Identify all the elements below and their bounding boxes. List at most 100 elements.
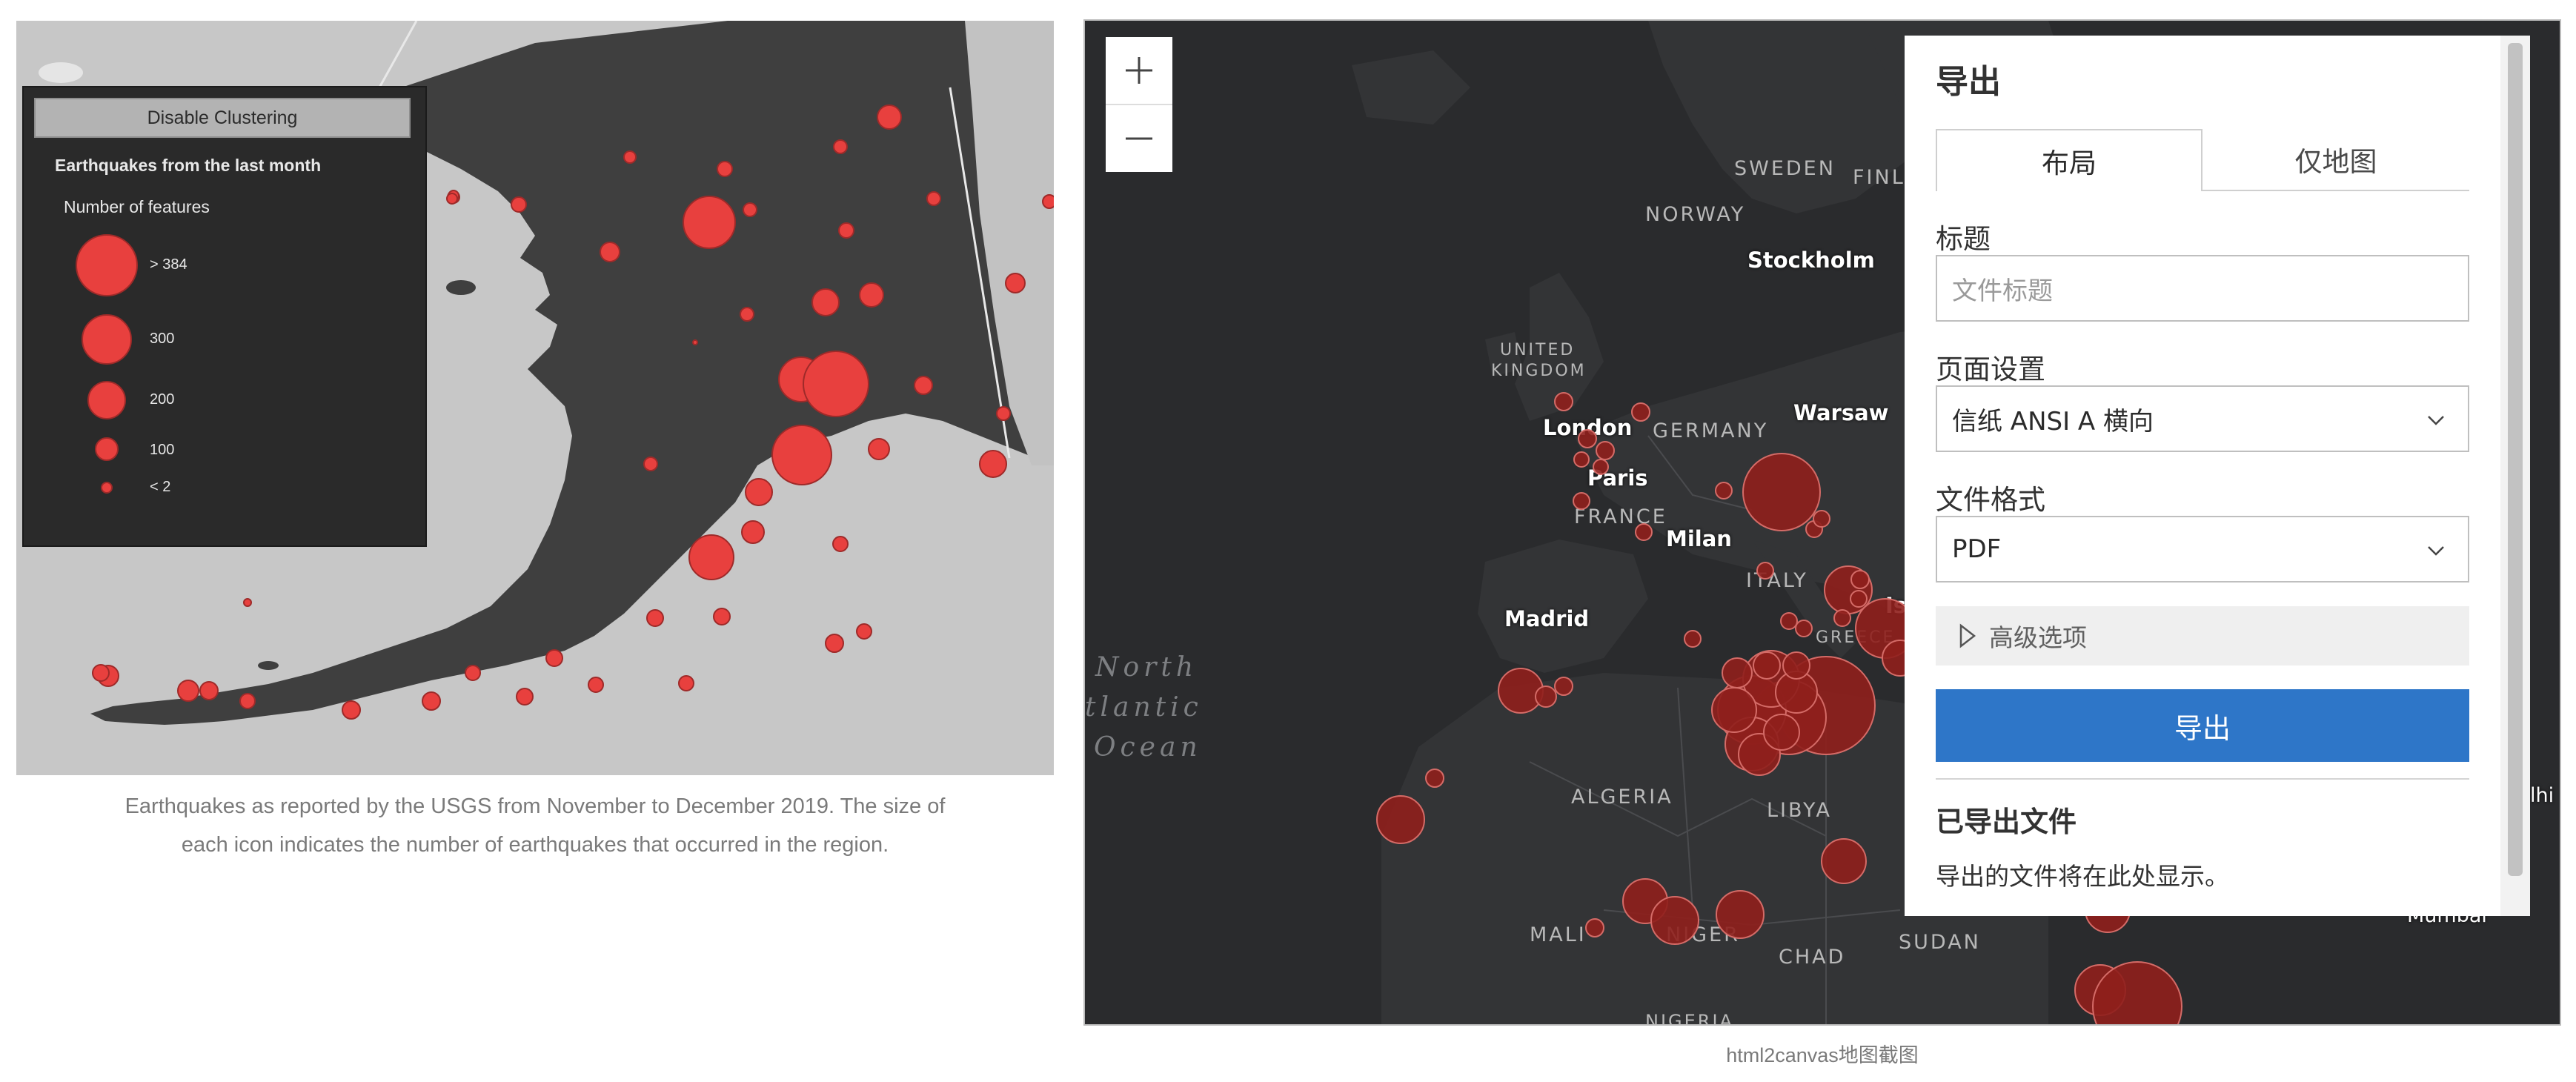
tab-map-only[interactable]: 仅地图 (2202, 129, 2469, 191)
earthquake-marker[interactable] (713, 608, 731, 625)
legend-label: > 384 (150, 256, 187, 273)
scrollbar-thumb[interactable] (2508, 43, 2523, 876)
country-label: FINL (1853, 166, 1905, 189)
earthquake-marker[interactable] (688, 534, 734, 580)
earthquake-marker[interactable] (743, 202, 757, 217)
legend-subtitle: Number of features (64, 197, 210, 216)
earthquake-marker[interactable] (516, 688, 534, 706)
earthquake-marker[interactable] (740, 307, 754, 322)
zoom-in-button[interactable] (1106, 37, 1172, 105)
country-label: GREECE (1816, 628, 1896, 647)
advanced-options-toggle[interactable]: 高级选项 (1936, 606, 2469, 666)
earthquake-marker[interactable] (422, 691, 441, 711)
city-label: lhi (2530, 784, 2555, 807)
chevron-down-icon (2428, 546, 2444, 556)
tab-layout[interactable]: 布局 (1936, 129, 2202, 191)
export-button[interactable]: 导出 (1936, 689, 2469, 762)
earthquake-marker[interactable] (914, 376, 933, 395)
earthquake-marker[interactable] (588, 677, 604, 693)
city-label: Is (1885, 593, 1907, 618)
earthquake-marker[interactable] (859, 282, 884, 308)
legend-symbol (76, 234, 138, 296)
earthquake-marker[interactable] (811, 288, 840, 316)
earthquake-marker[interactable] (838, 222, 854, 239)
country-label: CHAD (1779, 946, 1846, 969)
plus-icon (1126, 57, 1152, 84)
city-label: Milan (1666, 526, 1732, 551)
earthquake-marker[interactable] (683, 196, 736, 249)
earthquake-marker[interactable] (825, 634, 844, 653)
country-label: NIGERIA (1645, 1011, 1734, 1026)
earthquake-marker[interactable] (623, 150, 637, 164)
file-format-label: 文件格式 (1936, 484, 2045, 516)
legend-symbol (101, 482, 113, 494)
scrollbar[interactable] (2500, 36, 2530, 916)
country-label: NIGER (1666, 923, 1740, 946)
city-label: Madrid (1504, 606, 1590, 631)
map-caption: Earthquakes as reported by the USGS from… (16, 787, 1054, 864)
europe-map[interactable]: SWEDEN NORWAY FINL UNITED KINGDOM GERMAN… (1083, 19, 2561, 1026)
earthquake-marker[interactable] (646, 609, 664, 627)
file-format-select[interactable]: PDF (1936, 516, 2469, 583)
earthquake-marker[interactable] (979, 450, 1007, 478)
earthquake-marker[interactable] (1042, 194, 1054, 209)
title-input[interactable]: 文件标题 (1936, 255, 2469, 322)
zoom-out-button[interactable] (1106, 105, 1172, 172)
country-label: SWEDEN (1734, 157, 1836, 180)
legend-label: 200 (150, 391, 175, 408)
earthquake-marker[interactable] (177, 680, 199, 702)
legend-label: 100 (150, 442, 175, 458)
ocean-label: tlantic (1085, 692, 1203, 723)
triangle-right-icon (1959, 623, 1976, 648)
map-caption: html2canvas地图截图 (1726, 1044, 1919, 1066)
earthquake-marker[interactable] (926, 191, 941, 206)
earthquake-marker[interactable] (465, 665, 481, 681)
advanced-options-label: 高级选项 (1989, 623, 2087, 652)
city-label: London (1543, 415, 1633, 440)
country-label: MALI (1530, 923, 1587, 946)
earthquake-markers (92, 104, 1054, 720)
earthquake-marker[interactable] (342, 700, 361, 720)
legend-label: 300 (150, 331, 175, 347)
earthquake-marker[interactable] (692, 339, 698, 345)
ocean-label: North (1095, 652, 1198, 683)
earthquake-marker[interactable] (243, 598, 252, 607)
earthquake-marker[interactable] (199, 681, 219, 700)
country-label: LIBYA (1767, 799, 1832, 822)
country-label: SUDAN (1899, 931, 1981, 954)
earthquake-marker[interactable] (1005, 273, 1026, 293)
chevron-down-icon (2428, 416, 2444, 425)
earthquake-marker[interactable] (832, 536, 849, 552)
earthquake-marker[interactable] (741, 520, 765, 544)
earthquake-marker[interactable] (511, 196, 527, 213)
earthquake-marker[interactable] (771, 425, 832, 485)
earthquake-marker[interactable] (996, 406, 1011, 421)
exported-files-title: 已导出文件 (1936, 806, 2077, 838)
earthquake-marker[interactable] (600, 242, 620, 262)
export-panel-title: 导出 (1936, 63, 2001, 101)
earthquake-marker[interactable] (446, 193, 458, 205)
disable-clustering-button[interactable]: Disable Clustering (34, 98, 411, 138)
legend-title: Earthquakes from the last month (55, 156, 322, 175)
earthquake-marker[interactable] (545, 649, 563, 667)
country-label: FRANCE (1574, 505, 1667, 528)
earthquake-marker[interactable] (239, 693, 256, 709)
earthquake-marker[interactable] (643, 457, 658, 471)
earthquake-marker[interactable] (717, 161, 733, 177)
earthquake-map[interactable]: Disable Clustering Earthquakes from the … (16, 21, 1054, 775)
earthquake-marker[interactable] (868, 438, 890, 460)
file-format-value: PDF (1952, 534, 2002, 564)
earthquake-marker[interactable] (877, 104, 902, 130)
country-label: ALGERIA (1571, 786, 1673, 809)
earthquake-marker[interactable] (745, 478, 773, 506)
earthquake-marker[interactable] (833, 139, 848, 154)
country-label: KINGDOM (1491, 362, 1587, 380)
city-label: Warsaw (1793, 400, 1889, 425)
earthquake-marker[interactable] (678, 675, 694, 691)
earthquake-marker[interactable] (92, 664, 110, 682)
page-setup-select[interactable]: 信纸 ANSI A 横向 (1936, 385, 2469, 452)
export-panel: 导出 布局 仅地图 标题 文件标题 页面设置 信纸 ANSI A 横向 文件格式… (1905, 36, 2530, 916)
earthquake-marker[interactable] (856, 623, 872, 640)
earthquake-marker[interactable] (803, 351, 869, 417)
minus-icon (1126, 137, 1152, 140)
